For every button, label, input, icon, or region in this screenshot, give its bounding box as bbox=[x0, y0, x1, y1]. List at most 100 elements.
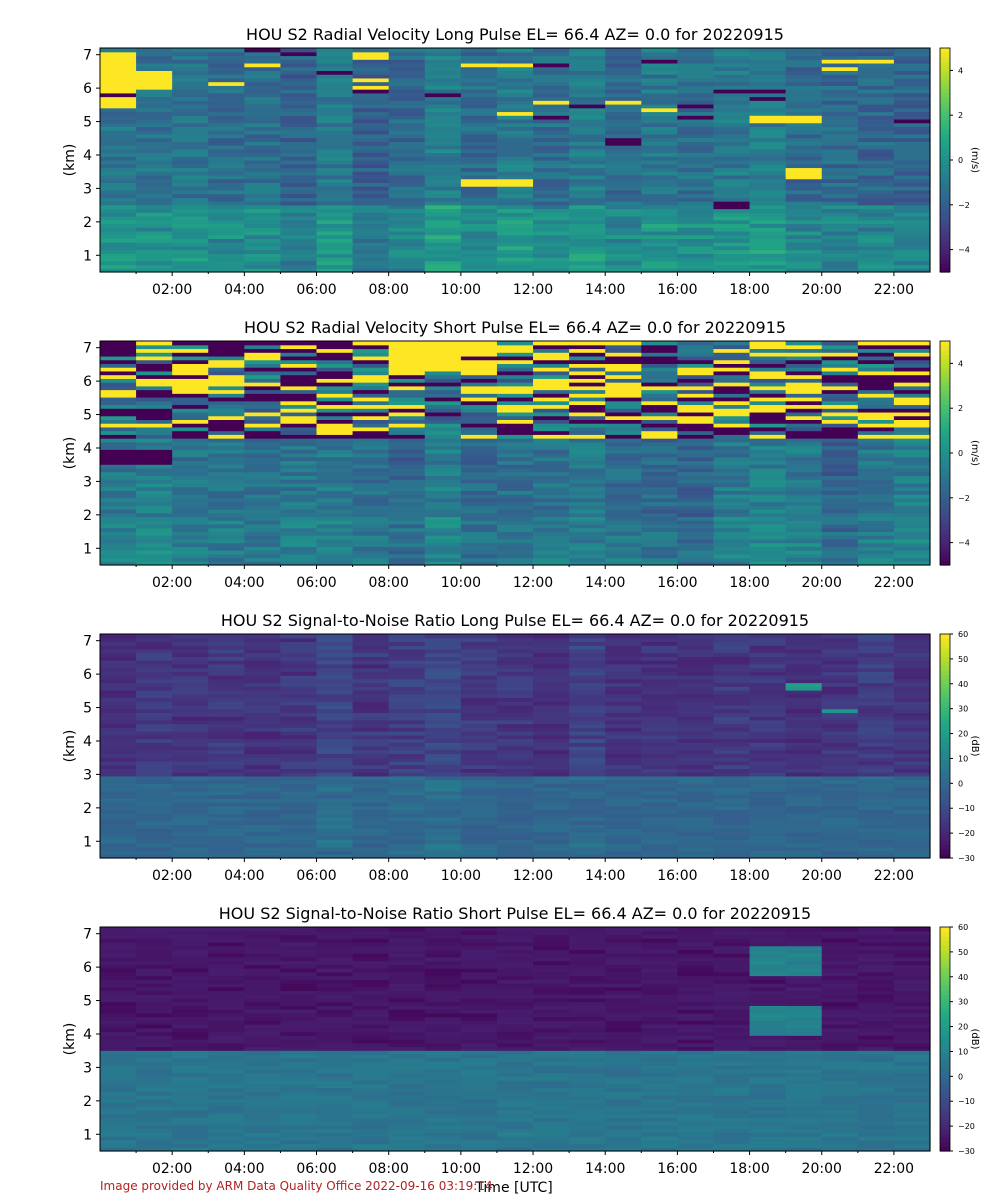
x-tick-label: 14:00 bbox=[585, 575, 625, 591]
colorbar-tick-label: 10 bbox=[958, 1047, 968, 1056]
colorbar-tick-label: 0 bbox=[958, 779, 963, 788]
colorbar-label: (dB) bbox=[969, 735, 980, 756]
heatmap-cells bbox=[100, 634, 931, 859]
colorbar-tick-label: 0 bbox=[958, 449, 963, 458]
panel-2: HOU S2 Radial Velocity Short Pulse EL= 6… bbox=[62, 318, 980, 591]
y-tick-label: 5 bbox=[83, 115, 92, 131]
colorbar-label: (m/s) bbox=[969, 147, 980, 173]
heatmap-cells bbox=[100, 48, 931, 273]
colorbar-tick-label: −10 bbox=[958, 804, 975, 813]
y-tick-label: 6 bbox=[83, 374, 92, 390]
colorbar-tick-label: 30 bbox=[958, 998, 968, 1007]
y-tick-label: 5 bbox=[83, 701, 92, 717]
colorbar-tick-label: 20 bbox=[958, 730, 968, 739]
x-tick-label: 16:00 bbox=[657, 868, 697, 884]
colorbar-tick-label: −4 bbox=[958, 246, 970, 255]
y-tick-label: 6 bbox=[83, 960, 92, 976]
x-tick-label: 10:00 bbox=[441, 868, 481, 884]
colorbar-label: (m/s) bbox=[969, 440, 980, 466]
y-tick-label: 7 bbox=[83, 927, 92, 943]
colorbar-tick-label: 60 bbox=[958, 923, 968, 932]
x-tick-label: 12:00 bbox=[513, 282, 553, 298]
y-tick-label: 3 bbox=[83, 474, 92, 490]
panel-title: HOU S2 Signal-to-Noise Ratio Long Pulse … bbox=[221, 611, 809, 630]
x-tick-label: 08:00 bbox=[369, 868, 409, 884]
panel-3: HOU S2 Signal-to-Noise Ratio Long Pulse … bbox=[62, 611, 980, 884]
x-tick-label: 18:00 bbox=[729, 282, 769, 298]
x-tick-label: 20:00 bbox=[802, 1161, 842, 1177]
x-tick-label: 02:00 bbox=[152, 575, 192, 591]
y-tick-label: 2 bbox=[83, 1094, 92, 1110]
y-tick-label: 5 bbox=[83, 994, 92, 1010]
y-tick-label: 4 bbox=[83, 148, 92, 164]
y-tick-label: 2 bbox=[83, 801, 92, 817]
y-tick-label: 1 bbox=[83, 248, 92, 264]
x-tick-label: 06:00 bbox=[296, 282, 336, 298]
x-tick-label: 06:00 bbox=[296, 868, 336, 884]
y-tick-label: 1 bbox=[83, 541, 92, 557]
colorbar-tick-label: 50 bbox=[958, 948, 968, 957]
colorbar-tick-label: −10 bbox=[958, 1097, 975, 1106]
colorbar-tick-label: −2 bbox=[958, 494, 970, 503]
y-tick-label: 4 bbox=[83, 441, 92, 457]
colorbar-tick-label: −20 bbox=[958, 1122, 975, 1131]
x-tick-label: 12:00 bbox=[513, 575, 553, 591]
x-tick-label: 16:00 bbox=[657, 575, 697, 591]
panel-1: HOU S2 Radial Velocity Long Pulse EL= 66… bbox=[62, 25, 980, 298]
panel-title: HOU S2 Radial Velocity Long Pulse EL= 66… bbox=[246, 25, 784, 44]
y-tick-label: 7 bbox=[83, 341, 92, 357]
y-axis-label: (km) bbox=[62, 1023, 78, 1056]
y-tick-label: 2 bbox=[83, 508, 92, 524]
y-tick-label: 5 bbox=[83, 408, 92, 424]
y-tick-label: 3 bbox=[83, 1060, 92, 1076]
y-tick-label: 4 bbox=[83, 734, 92, 750]
x-tick-label: 12:00 bbox=[513, 868, 553, 884]
panel-title: HOU S2 Radial Velocity Short Pulse EL= 6… bbox=[244, 318, 786, 337]
x-tick-label: 18:00 bbox=[729, 1161, 769, 1177]
x-tick-label: 12:00 bbox=[513, 1161, 553, 1177]
x-tick-label: 08:00 bbox=[369, 1161, 409, 1177]
panel-4: HOU S2 Signal-to-Noise Ratio Short Pulse… bbox=[62, 904, 980, 1177]
x-tick-label: 20:00 bbox=[802, 575, 842, 591]
colorbar-tick-label: 4 bbox=[958, 359, 963, 368]
y-tick-label: 1 bbox=[83, 834, 92, 850]
colorbar-tick-label: 0 bbox=[958, 156, 963, 165]
colorbar-tick-label: 2 bbox=[958, 404, 963, 413]
colorbar-tick-label: 10 bbox=[958, 754, 968, 763]
x-tick-label: 04:00 bbox=[224, 575, 264, 591]
colorbar-tick-label: −2 bbox=[958, 201, 970, 210]
colorbar-tick-label: −30 bbox=[958, 854, 975, 863]
x-tick-label: 02:00 bbox=[152, 282, 192, 298]
colorbar-tick-label: 40 bbox=[958, 680, 968, 689]
y-tick-label: 3 bbox=[83, 181, 92, 197]
y-tick-label: 4 bbox=[83, 1027, 92, 1043]
x-tick-label: 08:00 bbox=[369, 575, 409, 591]
heatmap-cells bbox=[100, 927, 931, 1152]
y-axis-label: (km) bbox=[62, 437, 78, 470]
y-tick-label: 7 bbox=[83, 48, 92, 64]
colorbar: 420−2−4(m/s) bbox=[940, 48, 980, 273]
y-tick-label: 6 bbox=[83, 81, 92, 97]
x-tick-label: 06:00 bbox=[296, 575, 336, 591]
x-tick-label: 14:00 bbox=[585, 282, 625, 298]
colorbar-tick-label: −4 bbox=[958, 539, 970, 548]
x-tick-label: 18:00 bbox=[729, 868, 769, 884]
x-tick-label: 16:00 bbox=[657, 282, 697, 298]
x-tick-label: 22:00 bbox=[874, 1161, 914, 1177]
x-tick-label: 20:00 bbox=[802, 868, 842, 884]
colorbar-tick-label: 0 bbox=[958, 1072, 963, 1081]
colorbar-tick-label: −20 bbox=[958, 829, 975, 838]
y-axis-label: (km) bbox=[62, 144, 78, 177]
x-tick-label: 14:00 bbox=[585, 868, 625, 884]
x-tick-label: 04:00 bbox=[224, 282, 264, 298]
colorbar-tick-label: −30 bbox=[958, 1147, 975, 1156]
colorbar-tick-label: 40 bbox=[958, 973, 968, 982]
panel-title: HOU S2 Signal-to-Noise Ratio Short Pulse… bbox=[219, 904, 811, 923]
colorbar-tick-label: 50 bbox=[958, 655, 968, 664]
x-tick-label: 04:00 bbox=[224, 868, 264, 884]
colorbar-tick-label: 2 bbox=[958, 111, 963, 120]
y-tick-label: 3 bbox=[83, 767, 92, 783]
colorbar: 4 2 0 −2 −4 (m/s) bbox=[940, 341, 980, 566]
